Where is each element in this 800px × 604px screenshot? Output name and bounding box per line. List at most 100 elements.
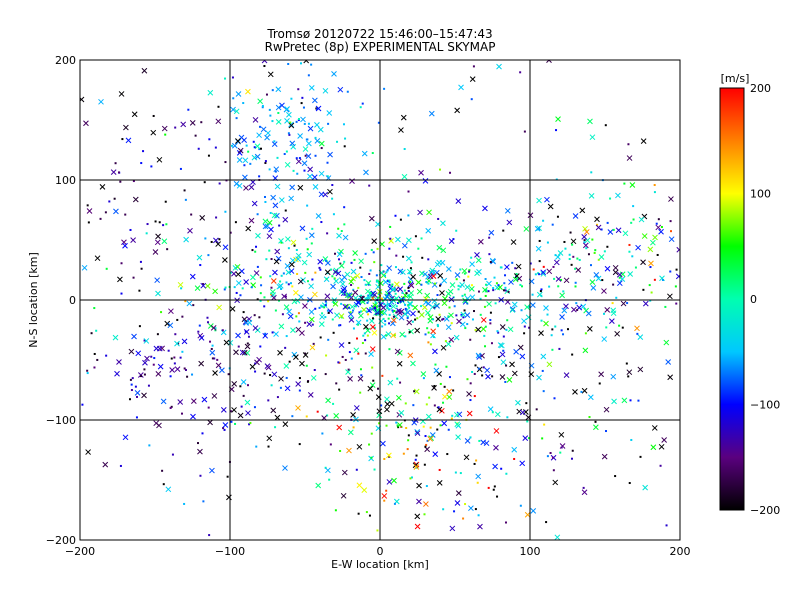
data-point-dot — [649, 299, 652, 302]
data-point-dot — [276, 396, 279, 399]
data-point-dot — [396, 310, 399, 313]
data-point-dot — [469, 436, 472, 439]
data-point-cross — [261, 60, 268, 64]
data-point-dot — [631, 255, 634, 258]
data-point-dot — [187, 108, 190, 111]
data-point-dot — [332, 402, 335, 405]
data-point-cross — [590, 285, 597, 291]
data-point-dot — [497, 356, 500, 359]
data-point-dot — [343, 145, 346, 148]
data-point-dot — [374, 306, 377, 309]
data-point-dot — [462, 279, 465, 282]
data-point-dot — [324, 316, 327, 319]
data-point-dot — [441, 318, 444, 321]
data-point-dot — [401, 291, 404, 294]
data-point-dot — [539, 290, 542, 293]
data-point-dot — [280, 241, 283, 244]
data-point-dot — [422, 377, 425, 380]
data-point-cross — [290, 143, 297, 150]
data-point-cross — [593, 424, 599, 431]
data-point-cross — [376, 408, 383, 415]
data-point-dot — [93, 307, 96, 310]
data-point-cross — [249, 363, 256, 370]
data-point-cross — [220, 407, 227, 413]
data-point-cross — [496, 63, 502, 70]
data-point-cross — [441, 300, 448, 307]
data-point-dot — [129, 228, 132, 231]
x-tick-label: −200 — [65, 545, 95, 558]
data-point-cross — [141, 67, 148, 74]
data-point-cross — [297, 278, 304, 285]
data-point-dot — [421, 256, 424, 259]
data-point-dot — [313, 369, 316, 372]
data-point-dot — [253, 314, 256, 317]
data-point-dot — [377, 121, 380, 124]
data-point-cross — [534, 225, 541, 232]
data-point-dot — [637, 399, 640, 402]
data-point-dot — [590, 171, 593, 174]
data-point-dot — [350, 261, 353, 264]
data-point-dot — [259, 299, 262, 302]
data-point-dot — [417, 310, 420, 313]
data-point-dot — [130, 383, 133, 386]
data-point-cross — [333, 267, 340, 274]
data-point-dot — [473, 395, 476, 398]
data-point-cross — [369, 382, 376, 389]
data-point-cross — [540, 269, 547, 276]
data-point-dot — [366, 319, 369, 322]
data-point-cross — [112, 334, 119, 341]
data-point-dot — [353, 258, 356, 261]
data-point-dot — [147, 384, 150, 387]
data-point-dot — [306, 299, 309, 302]
data-point-cross — [348, 278, 354, 285]
data-point-dot — [199, 264, 202, 267]
data-point-dot — [359, 391, 362, 394]
data-point-cross — [426, 209, 432, 216]
data-point-dot — [479, 297, 482, 300]
data-point-dot — [614, 475, 617, 478]
data-point-dot — [383, 457, 386, 460]
data-point-cross — [642, 300, 649, 307]
data-point-dot — [582, 486, 585, 489]
data-point-cross — [589, 134, 596, 141]
data-point-cross — [658, 443, 665, 450]
data-point-dot — [492, 287, 495, 290]
data-point-cross — [361, 487, 368, 493]
data-point-dot — [138, 325, 141, 328]
data-point-cross — [367, 385, 374, 392]
data-point-dot — [502, 349, 505, 352]
data-point-cross — [406, 268, 413, 275]
data-point-dot — [331, 275, 334, 278]
data-point-dot — [164, 133, 167, 136]
data-point-dot — [492, 289, 495, 292]
data-point-cross — [196, 254, 203, 261]
data-point-dot — [210, 240, 213, 243]
data-point-cross — [640, 259, 646, 266]
data-point-cross — [458, 84, 464, 91]
y-tick-label: 0 — [69, 294, 76, 307]
data-point-cross — [515, 263, 522, 270]
data-point-cross — [386, 452, 392, 459]
data-point-cross — [235, 332, 241, 339]
data-point-cross — [461, 268, 468, 274]
data-point-cross — [582, 347, 589, 354]
data-point-dot — [428, 396, 431, 399]
data-point-dot — [209, 340, 212, 343]
data-point-cross — [324, 293, 331, 300]
data-point-dot — [664, 305, 667, 308]
data-point-dot — [245, 144, 248, 147]
data-point-dot — [267, 445, 270, 448]
data-point-dot — [496, 330, 499, 333]
data-point-dot — [407, 434, 410, 437]
data-point-dot — [366, 297, 369, 300]
data-point-cross — [401, 173, 408, 180]
data-point-dot — [162, 483, 165, 486]
data-point-cross — [237, 147, 244, 154]
data-point-dot — [405, 292, 408, 295]
data-point-dot — [358, 311, 361, 314]
data-point-dot — [399, 300, 402, 303]
data-point-cross — [315, 482, 322, 489]
data-point-dot — [442, 317, 445, 320]
data-point-cross — [143, 338, 150, 344]
data-point-dot — [287, 132, 290, 135]
